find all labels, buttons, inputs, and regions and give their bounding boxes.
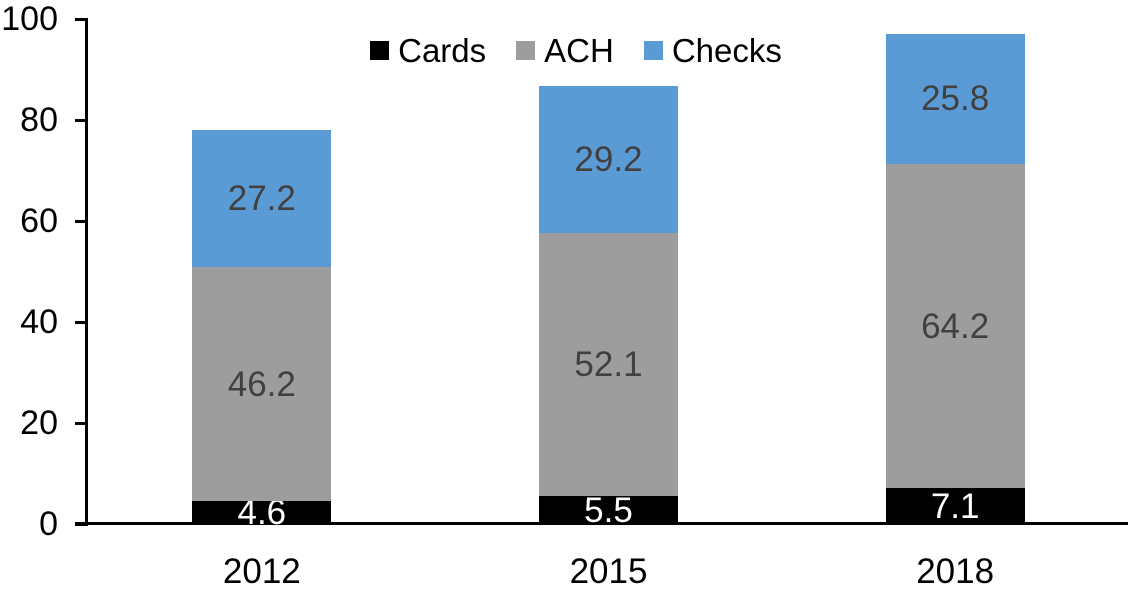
y-axis-label-80: 80 — [20, 101, 58, 139]
y-axis-tick-0 — [75, 522, 88, 526]
legend-swatch-cards — [370, 41, 390, 60]
data-label-ach-2012: 46.2 — [227, 364, 296, 404]
y-axis-tick-60 — [75, 219, 88, 223]
data-label-cards-2018: 7.1 — [930, 486, 980, 526]
data-label-checks-2012: 27.2 — [227, 179, 296, 219]
chart-legend: Cards ACH Checks — [0, 34, 1134, 67]
legend-label-cards: Cards — [398, 32, 487, 69]
legend-swatch-checks — [643, 41, 663, 60]
y-axis-line — [85, 18, 88, 525]
bar-segment-checks-2012: 27.2 — [192, 130, 332, 268]
legend-label-ach: ACH — [544, 32, 614, 69]
legend-swatch-ach — [516, 41, 536, 60]
x-axis-label-2012: 2012 — [222, 552, 301, 591]
y-axis-label-20: 20 — [20, 404, 58, 442]
legend-item-cards: Cards — [370, 34, 486, 67]
y-axis-label-60: 60 — [20, 202, 58, 240]
x-axis-label-2018: 2018 — [916, 552, 995, 591]
data-label-ach-2015: 52.1 — [574, 345, 643, 385]
data-label-ach-2018: 64.2 — [921, 306, 990, 346]
data-label-checks-2018: 25.8 — [921, 79, 990, 119]
y-axis-tick-80 — [75, 118, 88, 122]
bar-segment-checks-2015: 29.2 — [538, 85, 678, 234]
bar-segment-cards-2018: 7.1 — [885, 486, 1025, 526]
y-axis-tick-20 — [75, 421, 88, 425]
bar-segment-checks-2018: 25.8 — [885, 33, 1025, 164]
bar-segment-ach-2015: 52.1 — [538, 233, 678, 497]
x-axis-label-2015: 2015 — [569, 552, 648, 591]
y-axis-label-40: 40 — [20, 303, 58, 341]
bar-segment-cards-2015: 5.5 — [538, 493, 678, 528]
bar-segment-ach-2018: 64.2 — [885, 163, 1025, 489]
bar-segment-ach-2012: 46.2 — [192, 267, 332, 501]
legend-label-checks: Checks — [671, 32, 782, 69]
bar-segment-cards-2012: 4.6 — [192, 495, 332, 530]
y-axis-tick-100 — [75, 17, 88, 21]
y-axis-label-0: 0 — [39, 505, 58, 543]
legend-item-checks: Checks — [643, 32, 782, 69]
legend-item-ach: ACH — [516, 34, 614, 67]
data-label-cards-2015: 5.5 — [584, 490, 633, 530]
y-axis-tick-40 — [75, 320, 88, 324]
data-label-checks-2015: 29.2 — [574, 139, 643, 179]
y-axis-label-100: 100 — [1, 0, 58, 38]
